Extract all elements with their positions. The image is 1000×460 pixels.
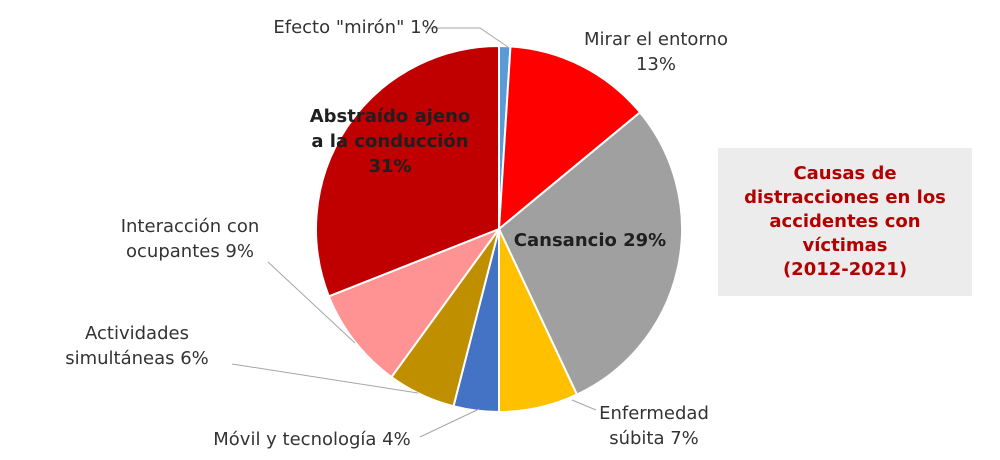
slice-label-line: Mirar el entorno <box>584 29 728 50</box>
slice-label: Actividades simultáneas 6% <box>65 323 209 369</box>
slice-label-line: 31% <box>368 156 411 177</box>
chart-title-box: Causas de distracciones en los accidente… <box>718 148 972 296</box>
slice-label: Cansancio 29% <box>514 230 666 251</box>
chart-title-line: Causas de <box>793 163 897 184</box>
pie-slice <box>497 45 642 232</box>
leader-line <box>267 261 356 344</box>
leader-lines <box>231 27 597 438</box>
slice-label: Abstraído ajeno a la conducción 31% <box>310 106 471 177</box>
pie-slices <box>315 44 683 414</box>
chart-title-line: víctimas <box>802 235 888 256</box>
slice-label-line: Interacción con <box>121 216 260 237</box>
slice-label-line: Cansancio 29% <box>514 230 666 251</box>
slice-label-line: Actividades <box>85 323 189 344</box>
leader-line <box>571 399 597 411</box>
slice-label-line: ocupantes 9% <box>126 241 254 262</box>
slice-label-line: Móvil y tecnología 4% <box>213 429 411 450</box>
leader-line <box>425 27 509 48</box>
leader-line <box>231 363 419 394</box>
slice-label: Enfermedad súbita 7% <box>599 403 709 449</box>
slice-label-line: Abstraído ajeno <box>310 106 471 127</box>
pie-slice <box>315 44 500 298</box>
slice-labels: Efecto "mirón" 1% Mirar el entorno 13% Cans… <box>65 17 728 450</box>
leader-line <box>419 408 480 438</box>
slice-label-line: Enfermedad <box>599 403 709 424</box>
slice-label-line: súbita 7% <box>609 428 699 449</box>
slice-label-line: Efecto "mirón" 1% <box>273 17 438 38</box>
slice-label-line: simultáneas 6% <box>65 348 209 369</box>
slice-label: Efecto "mirón" 1% <box>273 17 438 38</box>
chart-title-line: accidentes con <box>769 211 921 232</box>
slice-label: Mirar el entorno 13% <box>584 29 728 75</box>
pie-slice <box>327 226 502 379</box>
chart-title-line: (2012-2021) <box>782 259 908 280</box>
slice-label: Móvil y tecnología 4% <box>213 429 411 450</box>
slice-label-line: a la conducción <box>311 131 468 152</box>
chart-title-line: distracciones en los <box>744 187 946 208</box>
slice-label-line: 13% <box>636 54 676 75</box>
slice-label: Interacción con ocupantes 9% <box>121 216 260 262</box>
